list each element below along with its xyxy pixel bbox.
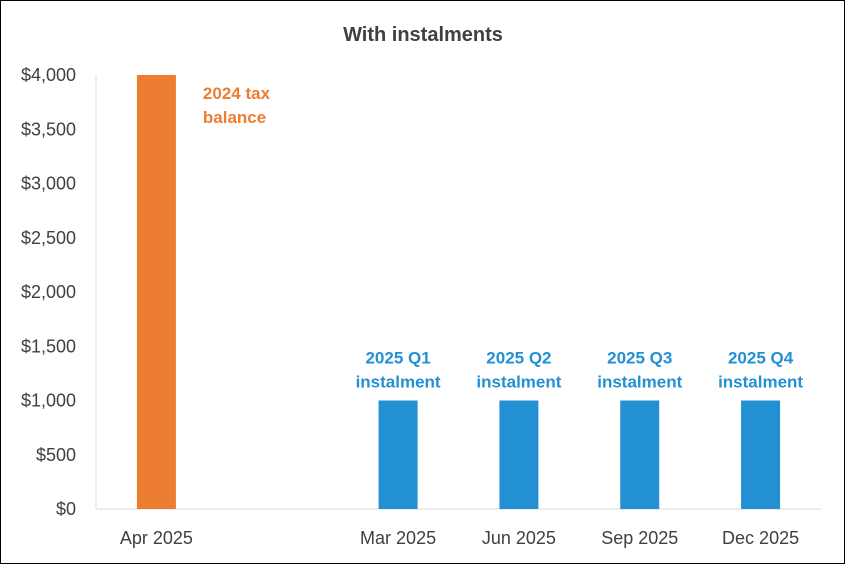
y-tick-label: $4,000: [21, 65, 76, 85]
y-tick-label: $3,500: [21, 119, 76, 139]
y-tick-label: $3,000: [21, 174, 76, 194]
bar-annotation: 2024 tax balance: [203, 84, 271, 127]
y-tick-label: $1,000: [21, 391, 76, 411]
bar-annotation: 2025 Q1 instalment: [356, 349, 441, 392]
bars: [136, 75, 781, 509]
x-tick-label: Dec 2025: [722, 528, 799, 548]
chart-title: With instalments: [343, 24, 503, 46]
bar: [136, 75, 176, 509]
x-tick-label: Apr 2025: [120, 528, 193, 548]
y-tick-label: $500: [36, 445, 76, 465]
bar-annotation: 2025 Q3 instalment: [597, 349, 682, 392]
bar: [741, 400, 781, 509]
y-axis: $0 $500 $1,000 $1,500 $2,000 $2,500 $3,000 $3,5…: [21, 65, 97, 519]
x-tick-label: Jun 2025: [482, 528, 556, 548]
y-tick-label: $0: [56, 499, 76, 519]
y-tick-label: $2,500: [21, 228, 76, 248]
x-axis: Apr 2025 Mar 2025 Jun 2025 Sep 2025 Dec 2025: [96, 508, 821, 548]
bar: [378, 400, 418, 509]
bar-annotation: 2025 Q2 instalment: [476, 349, 561, 392]
x-tick-label: Mar 2025: [360, 528, 436, 548]
y-tick-label: $2,000: [21, 282, 76, 302]
bar-annotation: 2025 Q4 instalment: [718, 349, 803, 392]
x-tick-label: Sep 2025: [601, 528, 678, 548]
annotations: 2024 tax balance 2025 Q1 instalment 2025 Q2 i…: [203, 84, 804, 392]
bar: [499, 400, 539, 509]
y-tick-label: $1,500: [21, 336, 76, 356]
bar: [620, 400, 660, 509]
